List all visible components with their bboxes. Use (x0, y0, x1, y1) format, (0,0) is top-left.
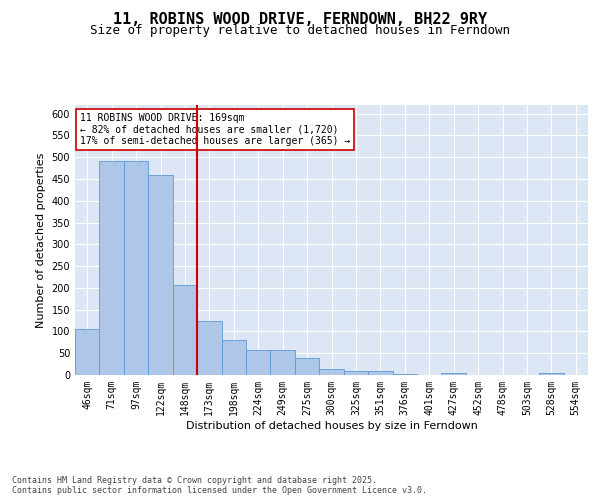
Bar (539, 373, 563, 375)
Text: Contains HM Land Registry data © Crown copyright and database right 2025.
Contai: Contains HM Land Registry data © Crown c… (12, 476, 427, 495)
Bar (148, 174, 173, 375)
Text: 11 ROBINS WOOD DRIVE: 169sqm
← 82% of detached houses are smaller (1,720)
17% of: 11 ROBINS WOOD DRIVE: 169sqm ← 82% of de… (80, 113, 350, 146)
Bar (197, 322, 221, 375)
Bar (442, 373, 466, 375)
Text: Size of property relative to detached houses in Ferndown: Size of property relative to detached ho… (90, 24, 510, 37)
Bar (100, 160, 124, 375)
Bar (246, 350, 271, 375)
Bar (173, 285, 197, 375)
Bar (221, 340, 246, 375)
Text: 11, ROBINS WOOD DRIVE, FERNDOWN, BH22 9RY: 11, ROBINS WOOD DRIVE, FERNDOWN, BH22 9R… (113, 12, 487, 28)
Bar (75, 330, 100, 375)
Bar (271, 350, 295, 375)
Y-axis label: Number of detached properties: Number of detached properties (36, 152, 46, 328)
Bar (319, 369, 344, 375)
Bar (344, 370, 368, 375)
Bar (295, 358, 319, 375)
Bar (392, 374, 417, 375)
Bar (368, 370, 392, 375)
X-axis label: Distribution of detached houses by size in Ferndown: Distribution of detached houses by size … (185, 420, 478, 430)
Bar (124, 160, 148, 375)
